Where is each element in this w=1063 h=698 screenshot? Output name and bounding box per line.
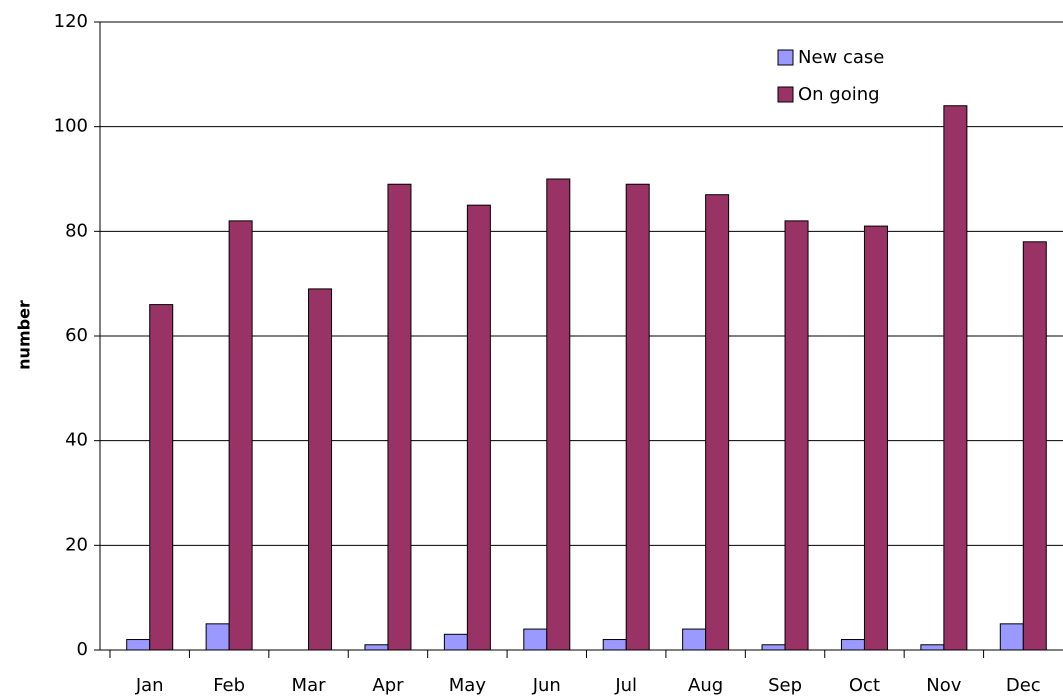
y-tick-label: 120	[54, 11, 88, 32]
x-tick-label: Mar	[292, 675, 327, 696]
x-tick-label: Aug	[688, 675, 723, 696]
bar	[523, 628, 548, 651]
bar	[625, 183, 650, 651]
legend-label: New case	[798, 47, 884, 68]
bar	[149, 304, 174, 651]
legend-swatch	[777, 86, 794, 103]
x-tick-label: May	[449, 675, 487, 696]
x-tick-label: Oct	[849, 675, 880, 696]
bar	[840, 639, 865, 651]
y-tick-label: 40	[65, 430, 88, 451]
legend-label: On going	[798, 84, 880, 105]
bar	[705, 194, 730, 651]
y-tick-label: 80	[65, 220, 88, 241]
legend-swatch	[777, 49, 794, 66]
x-tick-label: Jan	[135, 675, 164, 696]
bar	[920, 644, 945, 651]
y-axis-label: number	[15, 300, 34, 370]
x-tick-label: Sep	[768, 675, 802, 696]
bar	[682, 628, 707, 651]
x-tick-label: Jun	[532, 675, 561, 696]
bar	[863, 225, 888, 651]
x-tick-label: Feb	[213, 675, 245, 696]
y-tick-label: 20	[65, 534, 88, 555]
bar	[308, 288, 333, 651]
y-tick-label: 0	[77, 639, 88, 660]
y-tick-label: 60	[65, 325, 88, 346]
bar	[999, 623, 1024, 651]
bar	[228, 220, 253, 651]
bar	[466, 204, 491, 651]
bar	[784, 220, 809, 651]
bar	[943, 105, 968, 651]
y-tick-label: 100	[54, 116, 88, 137]
bar	[364, 644, 389, 651]
bar	[602, 639, 627, 651]
x-tick-label: Nov	[926, 675, 961, 696]
bar	[205, 623, 230, 651]
bar	[761, 644, 786, 651]
bar	[546, 178, 571, 651]
x-tick-label: Jul	[614, 675, 637, 696]
bar	[1022, 241, 1047, 651]
x-tick-label: Dec	[1006, 675, 1041, 696]
bar	[443, 633, 468, 651]
bar	[387, 183, 412, 651]
bar	[126, 639, 151, 651]
x-tick-label: Apr	[372, 675, 404, 696]
